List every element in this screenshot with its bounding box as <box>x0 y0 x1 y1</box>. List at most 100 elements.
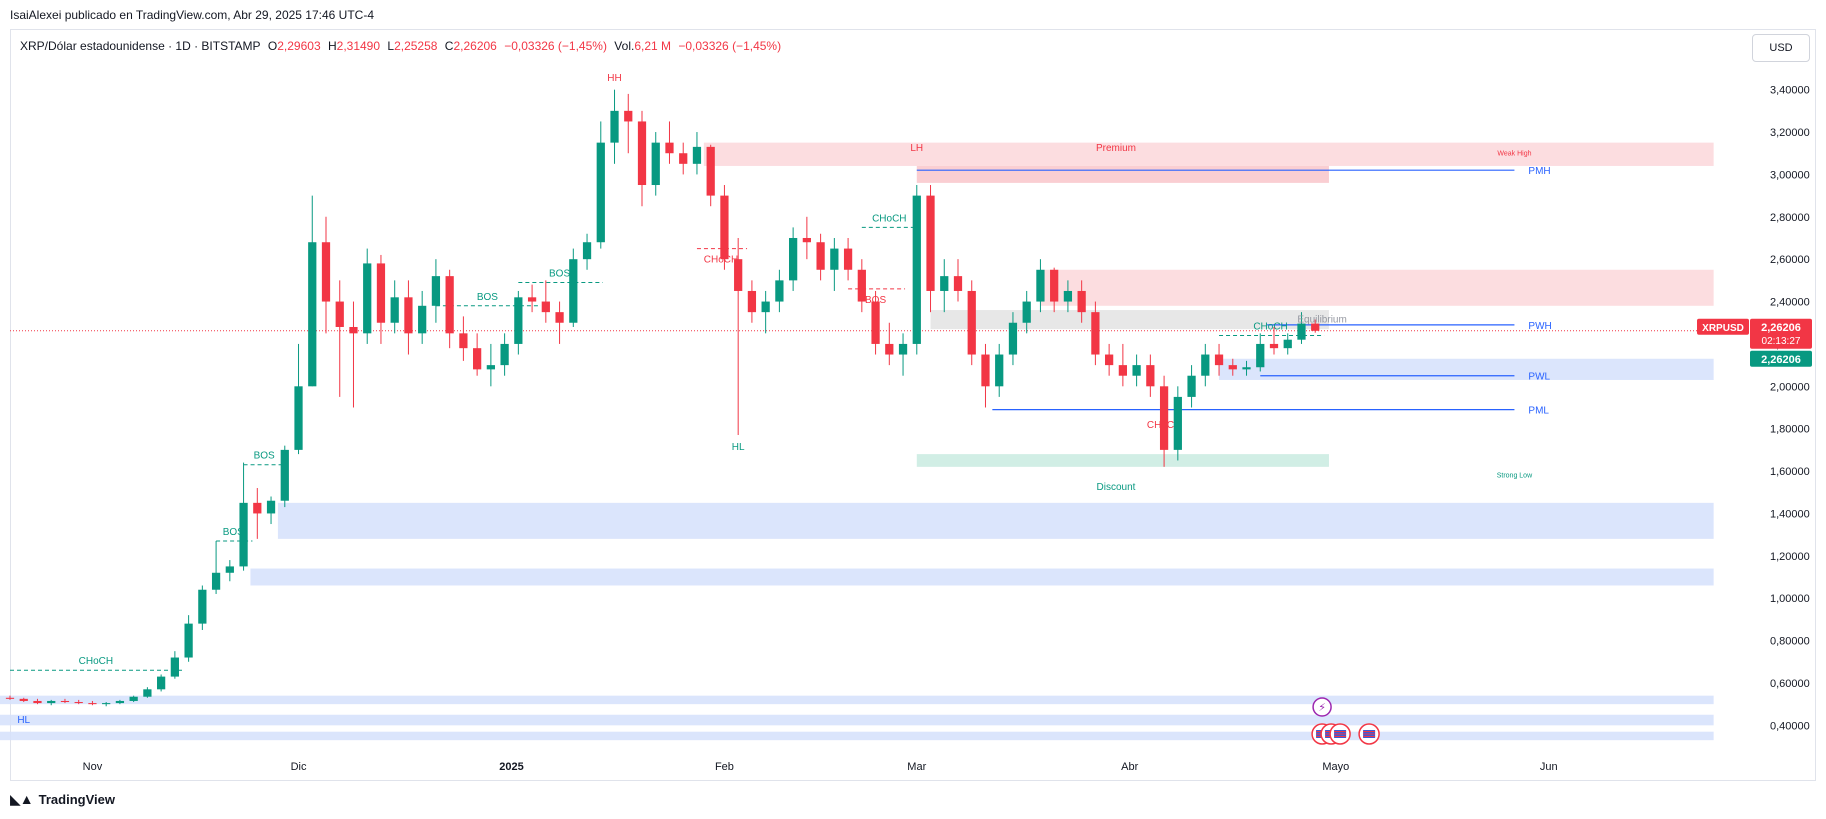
y-axis[interactable]: 3,40000 3,20000 3,00000 2,80000 2,60000 2,400… <box>1770 85 1810 733</box>
candle-body <box>308 242 317 387</box>
countdown-value: 02:13:27 <box>1762 336 1801 347</box>
candle-body <box>1091 312 1100 355</box>
candle-body <box>1297 323 1306 340</box>
discount-zone <box>916 454 1329 467</box>
candle-body <box>1228 365 1237 370</box>
low-label: L <box>387 39 395 53</box>
x-tick-label: Jun <box>1540 761 1558 773</box>
close-label: C <box>444 39 454 53</box>
candle-body <box>596 142 605 243</box>
x-tick-label: Abr <box>1121 761 1138 773</box>
candle-body <box>266 500 276 514</box>
levels-layer: PMH PWH PWL PML <box>916 166 1552 417</box>
chart-legend: XRP/Dólar estadounidense · 1D · BITSTAMP… <box>20 39 785 53</box>
candle-body <box>1050 269 1059 302</box>
lightning-event-glyph: ⚡ <box>1318 702 1326 714</box>
candle-body <box>734 259 743 291</box>
blue-zone-4 <box>0 714 1714 726</box>
candle-body <box>294 386 303 450</box>
price-badge-2-value: 2,26206 <box>1761 354 1801 366</box>
candle-body <box>390 297 399 323</box>
candle-body <box>953 276 963 291</box>
y-tick-label: 1,40000 <box>1770 508 1810 520</box>
structure-label: BOS <box>549 268 570 279</box>
flag-stripe <box>1363 736 1376 737</box>
y-tick-label: 3,20000 <box>1770 127 1810 139</box>
y-tick-label: 0,80000 <box>1770 636 1810 648</box>
symbol-label[interactable]: XRP/Dólar estadounidense · 1D · BITSTAMP <box>20 39 261 53</box>
candle-body <box>1159 386 1169 450</box>
flag-stripe <box>1334 736 1347 737</box>
candle-body <box>486 365 495 370</box>
candle-body <box>184 623 193 658</box>
blue-zone-3 <box>0 695 1714 705</box>
open-label: O <box>267 39 278 53</box>
high-value: 2,31490 <box>336 39 381 53</box>
y-tick-label: 1,60000 <box>1770 466 1810 478</box>
candle-body <box>88 703 97 705</box>
premium-zone-top <box>703 142 1714 166</box>
us-flag-event-icon[interactable] <box>1329 723 1351 745</box>
candle-body <box>129 696 138 701</box>
volume-value: 6,21 M <box>634 39 671 53</box>
footer-brand[interactable]: ◣▲ TradingView <box>10 791 115 808</box>
blue-zone-1 <box>277 502 1714 539</box>
candle-body <box>761 301 770 313</box>
candle-body <box>211 572 221 590</box>
candle-body <box>1214 354 1224 366</box>
candle-body <box>1063 290 1073 302</box>
price-badge-2 <box>1750 350 1812 367</box>
candle-body <box>981 354 990 387</box>
lightning-event-icon[interactable]: ⚡ <box>1312 697 1332 717</box>
annotation-label: LH <box>910 143 923 154</box>
candle-body <box>912 195 921 344</box>
published-line: IsaiAlexei publicado en TradingView.com,… <box>10 8 374 22</box>
candle-body <box>830 248 839 270</box>
candle-body <box>1118 365 1127 376</box>
annotation-label: Equilibrium <box>1297 315 1346 326</box>
zones-layer <box>0 142 1714 741</box>
volume-change: −0,03326 (−1,45%) <box>678 39 782 53</box>
y-tick-label: 0,60000 <box>1770 678 1810 690</box>
candle-body <box>514 297 523 344</box>
candle-body <box>5 697 15 699</box>
candle-body <box>1201 354 1210 376</box>
candle-body <box>679 153 688 164</box>
events-layer[interactable]: ⚡ <box>1311 697 1380 745</box>
currency-button[interactable]: USD <box>1752 34 1810 62</box>
candle-body <box>871 301 880 344</box>
candle-body <box>692 146 702 164</box>
x-axis[interactable]: Nov Dic 2025 Feb Mar Abr Mayo Jun <box>83 761 1558 773</box>
candle-body <box>940 276 949 291</box>
y-tick-label: 2,60000 <box>1770 254 1810 266</box>
y-tick-label: 2,80000 <box>1770 212 1810 224</box>
us-flag-event-icon[interactable] <box>1358 723 1380 745</box>
candle-body <box>239 502 248 567</box>
candle-body <box>335 301 344 327</box>
candle-body <box>527 297 537 302</box>
candle-body <box>816 242 825 270</box>
candle-body <box>1187 375 1196 397</box>
candle-body <box>637 121 647 186</box>
structure-label: BOS <box>223 527 244 538</box>
candle-body <box>555 312 564 323</box>
candle-body <box>321 242 331 302</box>
candle-body <box>47 700 56 704</box>
candle-body <box>1269 343 1279 349</box>
x-tick-label: Mar <box>907 761 926 773</box>
candle-body <box>747 290 757 313</box>
last-price-badge <box>1750 318 1812 349</box>
candle-body <box>706 146 715 196</box>
candle-body <box>74 702 83 704</box>
candles-layer <box>5 89 1320 707</box>
candle-body <box>225 566 234 573</box>
flag-stripe <box>1363 733 1376 735</box>
candle-body <box>404 297 413 334</box>
candle-body <box>445 276 454 334</box>
candle-body <box>157 676 166 690</box>
low-value: 2,25258 <box>394 39 438 53</box>
x-tick-label: 2025 <box>499 761 523 773</box>
candle-body <box>651 142 660 186</box>
footer-brand-label: TradingView <box>38 792 115 807</box>
